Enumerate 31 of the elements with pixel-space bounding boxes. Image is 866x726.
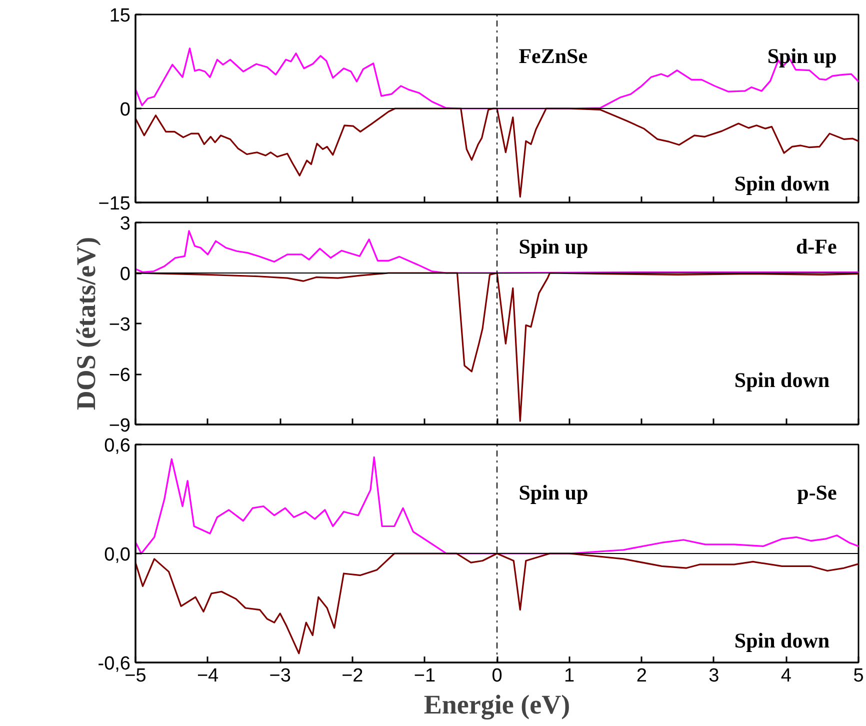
annotation: Spin up <box>767 44 837 68</box>
y-tick-label: 0 <box>120 264 131 285</box>
y-tick-label: −6 <box>108 365 131 386</box>
annotation: Spin down <box>734 368 830 392</box>
x-tick-label: −1 <box>414 666 436 686</box>
y-tick-label: 15 <box>109 6 131 26</box>
x-tick-label: 0 <box>492 666 502 686</box>
y-tick-label: −9 <box>108 416 131 436</box>
y-tick-label: 3 <box>120 214 131 234</box>
y-tick-label: −15 <box>98 194 131 214</box>
annotation: Spin down <box>734 172 830 196</box>
y-tick-label: 0,6 <box>104 436 131 456</box>
x-tick-label: −4 <box>196 666 220 686</box>
annotation: Spin up <box>518 480 588 504</box>
x-tick-label: 1 <box>564 666 575 686</box>
annotation: p-Se <box>797 480 837 504</box>
x-tick-label: 2 <box>636 666 647 686</box>
y-tick-label: −3 <box>108 314 131 336</box>
x-axis-title: Energie (eV) <box>424 690 570 720</box>
annotation: FeZnSe <box>518 44 588 68</box>
x-tick-label: 4 <box>780 666 792 686</box>
annotation: Spin down <box>734 628 830 653</box>
y-tick-label: 0 <box>120 100 131 120</box>
x-tick-label: −3 <box>269 666 291 686</box>
annotation: d-Fe <box>796 234 837 259</box>
y-axis-title: DOS (états/eV) <box>70 236 101 410</box>
y-tick-label: 0,0 <box>104 544 131 566</box>
annotation: Spin up <box>518 234 588 259</box>
x-tick-label: −2 <box>342 666 364 686</box>
x-tick-label: 5 <box>853 666 864 686</box>
x-tick-label: 3 <box>708 666 720 686</box>
